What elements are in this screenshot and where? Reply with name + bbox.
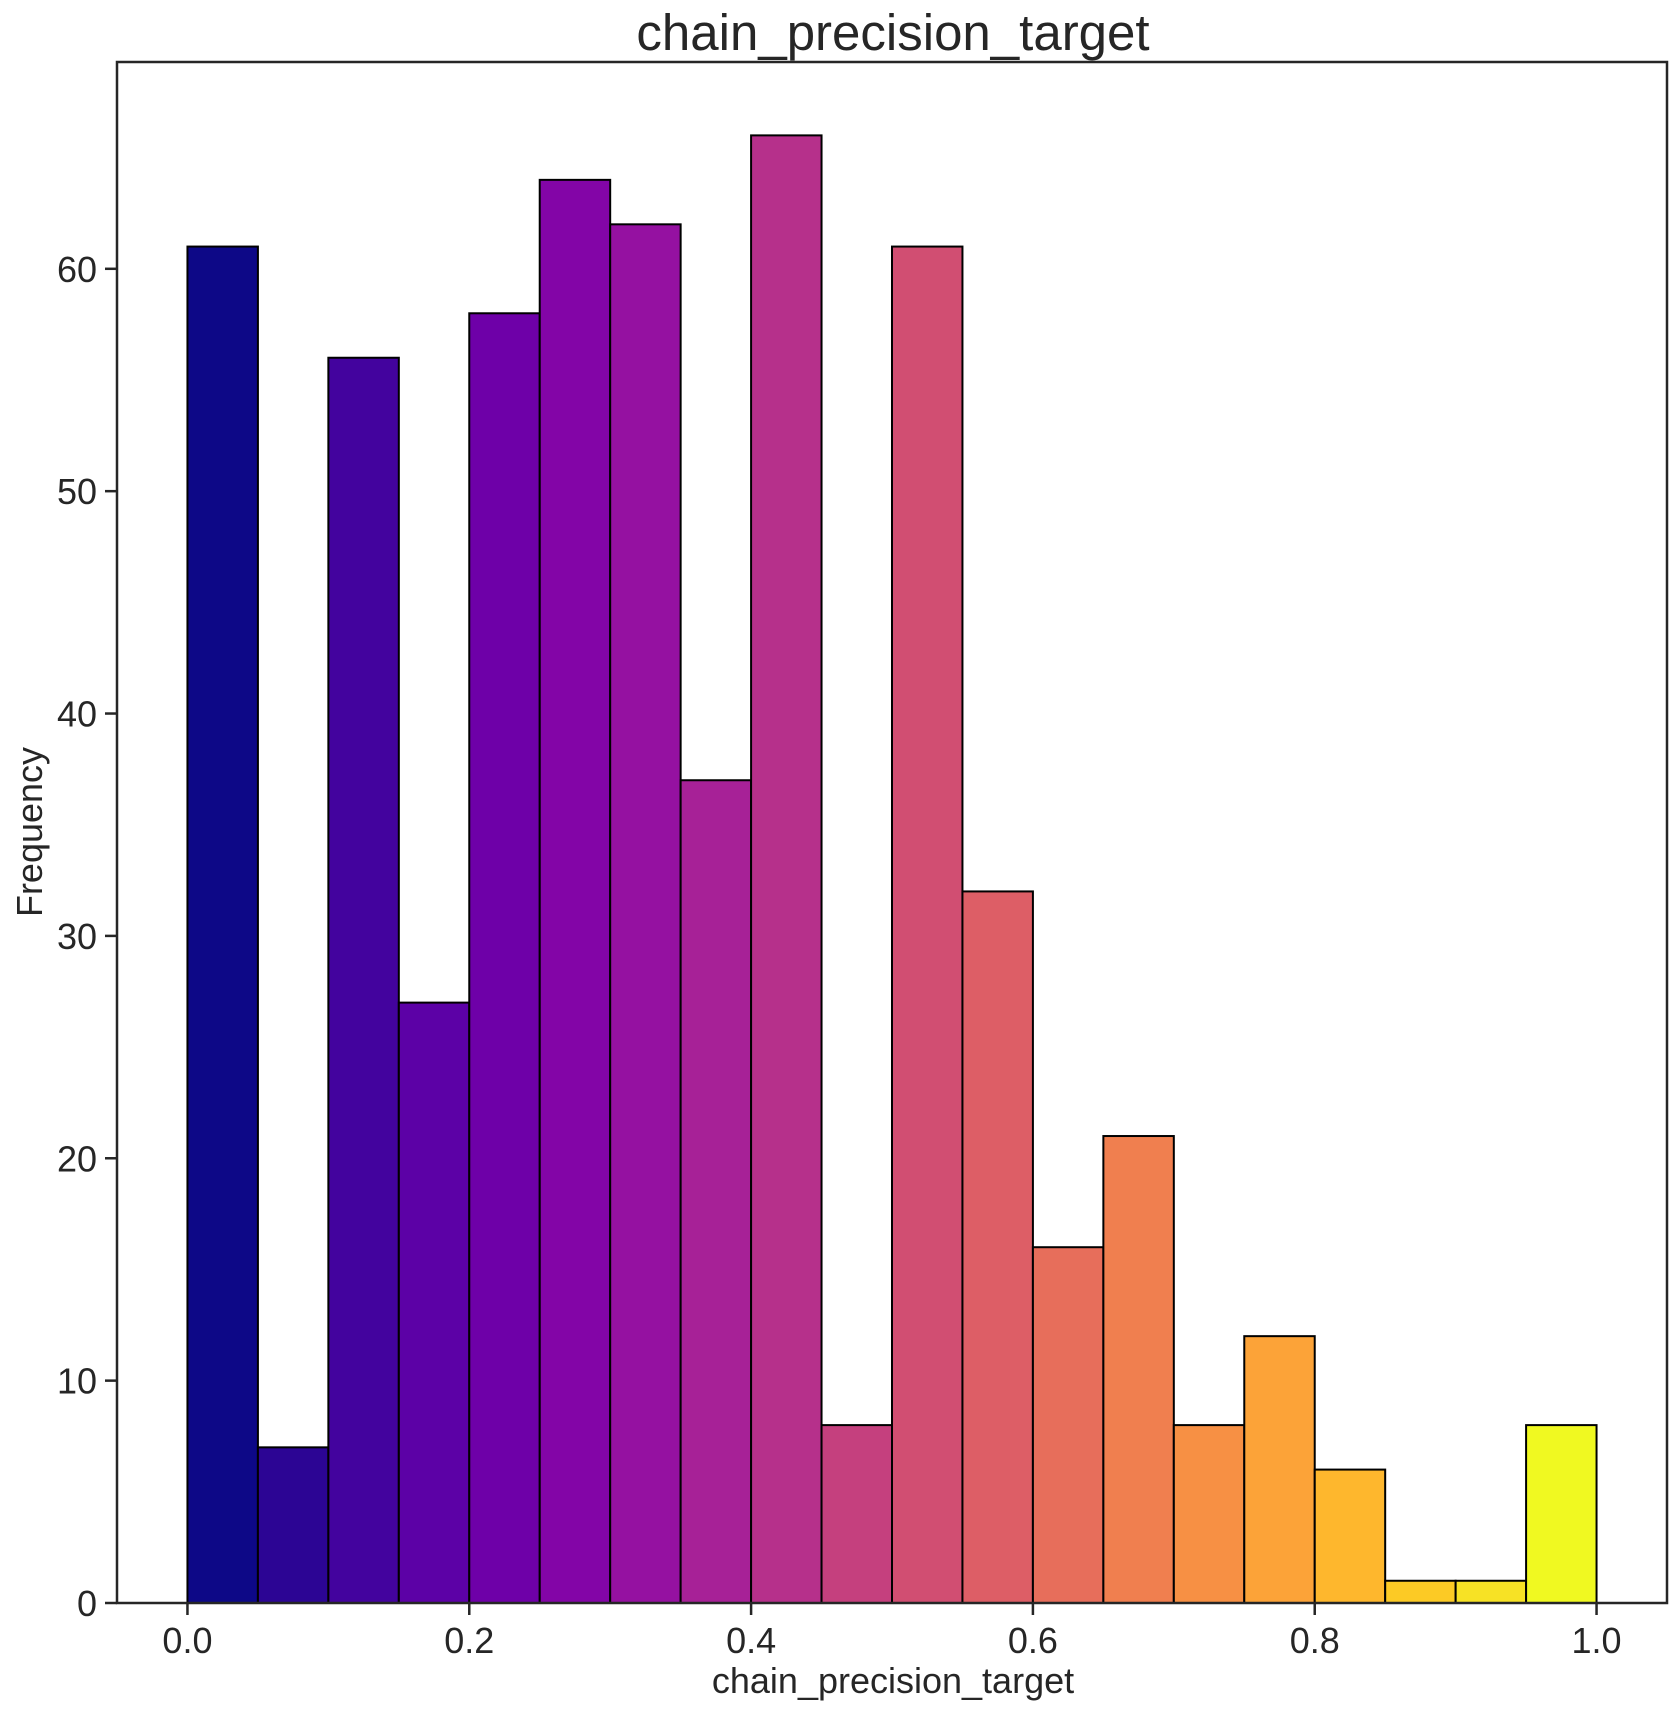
y-tick-label: 30 (57, 916, 97, 957)
histogram-bar (1243, 1335, 1316, 1604)
histogram-bar (397, 1001, 471, 1604)
x-tick-label: 0.8 (1290, 1620, 1340, 1661)
x-axis-ticks: 0.0 0.2 0.4 0.6 0.8 1.0 (162, 1603, 1622, 1661)
x-tick-label: 0.4 (726, 1620, 776, 1661)
histogram-bar (1102, 1135, 1175, 1604)
histogram-bar (186, 245, 259, 1604)
x-tick-label: 0.2 (444, 1620, 494, 1661)
histogram-bar (1525, 1424, 1598, 1605)
histogram-bar (679, 779, 753, 1604)
histogram-bar (1313, 1468, 1387, 1604)
y-tick-label: 10 (57, 1361, 97, 1402)
histogram-bar (961, 890, 1034, 1604)
y-tick-label: 60 (57, 249, 97, 290)
y-tick-label: 50 (57, 471, 97, 512)
bars-group (186, 134, 1598, 1605)
y-tick-label: 0 (77, 1583, 97, 1624)
plot-area-frame (115, 60, 1669, 1605)
x-tick-label: 1.0 (1572, 1620, 1622, 1661)
y-tick-label: 20 (57, 1138, 97, 1179)
y-tick-label: 40 (57, 694, 97, 735)
histogram-bar (750, 134, 823, 1604)
histogram-bar (468, 312, 541, 1604)
y-axis-label: Frequency (9, 747, 50, 917)
x-tick-label: 0.6 (1008, 1620, 1058, 1661)
histogram-bar (1031, 1246, 1105, 1605)
y-axis-ticks: 0 10 20 30 40 50 60 (57, 249, 117, 1624)
histogram-bar (1384, 1579, 1457, 1604)
histogram-bar (1172, 1424, 1246, 1605)
x-axis-label: chain_precision_target (712, 1660, 1074, 1701)
histogram-bar (327, 356, 400, 1605)
x-tick-label: 0.0 (162, 1620, 212, 1661)
histogram-bar (1454, 1579, 1528, 1604)
histogram-bar (256, 1446, 330, 1604)
histogram-bar (609, 223, 682, 1605)
histogram-bar (820, 1424, 894, 1605)
histogram-bar (891, 245, 964, 1604)
chart-title: chain_precision_target (636, 4, 1149, 61)
histogram-bar (538, 178, 612, 1605)
